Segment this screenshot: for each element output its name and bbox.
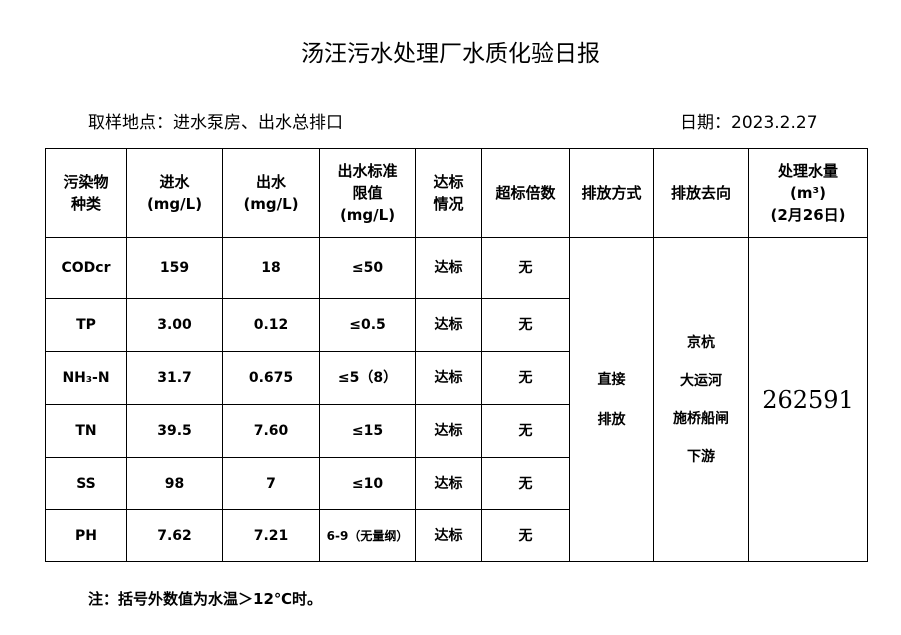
header-pollutant: 污染物 种类 xyxy=(45,148,127,238)
header-status: 达标 情况 xyxy=(415,148,482,238)
pollutant-name: SS xyxy=(45,457,127,510)
discharge-destination: 京杭 大运河 施桥船闸 下游 xyxy=(653,237,749,562)
exceed-value: 无 xyxy=(481,509,570,562)
limit-value: ≤15 xyxy=(319,404,416,458)
outflow-value: 0.12 xyxy=(222,298,320,352)
pollutant-name: TP xyxy=(45,298,127,352)
inflow-value: 31.7 xyxy=(126,351,223,405)
limit-value: ≤0.5 xyxy=(319,298,416,352)
status-value: 达标 xyxy=(415,298,482,352)
pollutant-name: CODcr xyxy=(45,237,127,299)
inflow-value: 7.62 xyxy=(126,509,223,562)
header-outflow: 出水 (mg/L) xyxy=(222,148,320,238)
report-date: 日期：2023.2.27 xyxy=(680,113,818,133)
header-limit: 出水标准 限值 (mg/L) xyxy=(319,148,416,238)
header-inflow: 进水 (mg/L) xyxy=(126,148,223,238)
table-row: TP 3.00 0.12 ≤0.5 达标无 xyxy=(45,298,868,352)
exceed-value: 无 xyxy=(481,404,570,458)
limit-value: 6-9（无量纲） xyxy=(319,509,416,562)
table-row: SS 98 7 ≤10 达标无 xyxy=(45,457,868,510)
treated-volume: 262591 xyxy=(748,237,868,562)
header-volume: 处理水量 (m³) (2月26日) xyxy=(748,148,868,238)
outflow-value: 7.21 xyxy=(222,509,320,562)
header-destination: 排放去向 xyxy=(653,148,749,238)
table-row: CODcr 159 18 ≤50 达标 无 直接 排放 京杭 大运河 施桥船闸 下游 2… xyxy=(45,237,868,562)
pollutant-name: NH₃-N xyxy=(45,351,127,405)
status-value: 达标 xyxy=(415,509,482,562)
table-row: PH 7.62 7.21 6-9（无量纲） 达标无 xyxy=(45,509,868,562)
table-row: TN 39.5 7.60 ≤15 达标无 xyxy=(45,404,868,458)
outflow-value: 7 xyxy=(222,457,320,510)
footnote: 注：括号外数值为水温＞12℃时。 xyxy=(88,590,323,608)
header-exceed: 超标倍数 xyxy=(481,148,570,238)
status-value: 达标 xyxy=(415,404,482,458)
outflow-value: 7.60 xyxy=(222,404,320,458)
status-value: 达标 xyxy=(415,457,482,510)
status-value: 达标 xyxy=(415,351,482,405)
outflow-value: 18 xyxy=(222,237,320,299)
exceed-value: 无 xyxy=(481,351,570,405)
limit-value: ≤50 xyxy=(319,237,416,299)
discharge-method: 直接 排放 xyxy=(569,237,654,562)
pollutant-name: PH xyxy=(45,509,127,562)
status-value: 达标 xyxy=(415,237,482,299)
table-row: NH₃-N 31.7 0.675 ≤5（8） 达标无 xyxy=(45,351,868,405)
inflow-value: 39.5 xyxy=(126,404,223,458)
limit-value: ≤5（8） xyxy=(319,351,416,405)
outflow-value: 0.675 xyxy=(222,351,320,405)
page-title: 汤汪污水处理厂水质化验日报 xyxy=(301,41,600,67)
header-row: 污染物 种类 进水 (mg/L) 出水 (mg/L) 出水标准 限值 (mg/L) 达标情… xyxy=(45,148,868,238)
inflow-value: 3.00 xyxy=(126,298,223,352)
exceed-value: 无 xyxy=(481,457,570,510)
sampling-location: 取样地点：进水泵房、出水总排口 xyxy=(88,113,343,133)
exceed-value: 无 xyxy=(481,298,570,352)
water-quality-table: 污染物 种类 进水 (mg/L) 出水 (mg/L) 出水标准 限值 (mg/L) 达标情… xyxy=(45,148,868,562)
exceed-value: 无 xyxy=(481,237,570,299)
header-method: 排放方式 xyxy=(569,148,654,238)
inflow-value: 159 xyxy=(126,237,223,299)
limit-value: ≤10 xyxy=(319,457,416,510)
inflow-value: 98 xyxy=(126,457,223,510)
pollutant-name: TN xyxy=(45,404,127,458)
